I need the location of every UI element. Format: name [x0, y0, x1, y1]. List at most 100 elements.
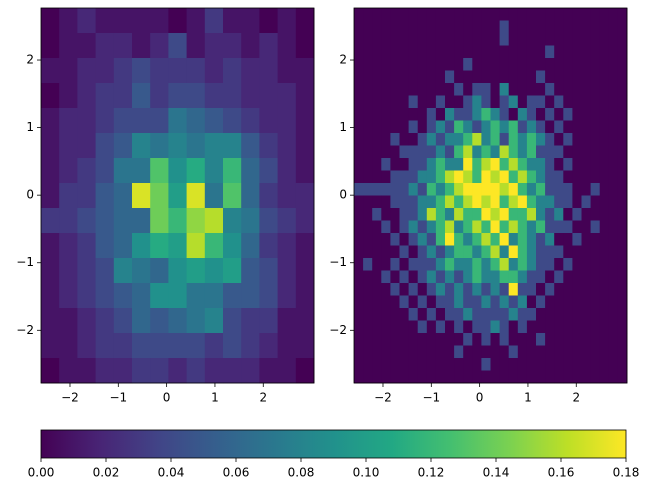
heatmap-cell — [617, 270, 628, 284]
heatmap-cell — [499, 195, 510, 209]
heatmap-cell — [526, 195, 537, 209]
heatmap-cell — [536, 83, 546, 96]
heatmap-cell — [508, 170, 519, 184]
heatmap-cell — [241, 183, 260, 209]
heatmap-cell — [463, 370, 473, 384]
heatmap-cell — [445, 145, 455, 159]
heatmap-cell — [408, 308, 419, 321]
heatmap-cell — [150, 108, 169, 134]
heatmap-cell — [426, 358, 437, 371]
heatmap-cell — [599, 358, 610, 371]
heatmap-cell — [426, 83, 437, 96]
heatmap-cell — [608, 70, 619, 84]
heatmap-cell — [481, 183, 491, 196]
heatmap-cell — [454, 358, 464, 371]
heatmap-cell — [508, 58, 519, 71]
heatmap-cell — [241, 233, 260, 259]
x-tick-label: 0 — [163, 391, 171, 405]
heatmap-cell — [563, 8, 573, 21]
heatmap-cell — [526, 20, 537, 34]
heatmap-cell — [354, 208, 364, 221]
heatmap-cell — [517, 8, 528, 21]
heatmap-cell — [41, 233, 60, 259]
heatmap-cell — [508, 370, 519, 384]
heatmap-cell — [608, 45, 619, 59]
heatmap-cell — [390, 8, 400, 21]
heatmap-cell — [77, 133, 96, 159]
heatmap-cell — [590, 133, 601, 146]
heatmap-cell — [554, 45, 564, 59]
heatmap-cell — [417, 8, 428, 21]
heatmap-cell — [354, 270, 364, 284]
heatmap-cell — [204, 158, 224, 184]
heatmap-cell — [295, 158, 315, 184]
heatmap-cell — [417, 95, 428, 109]
heatmap-cell — [590, 333, 601, 346]
heatmap-cell — [490, 183, 500, 196]
heatmap-cell — [150, 283, 169, 309]
heatmap-cell — [445, 245, 455, 259]
heatmap-cell — [77, 233, 96, 259]
heatmap-cell — [363, 58, 373, 71]
heatmap-cell — [426, 270, 437, 284]
heatmap-cell — [445, 108, 455, 121]
heatmap-cell — [572, 83, 582, 96]
heatmap-cell — [563, 33, 573, 46]
heatmap-cell — [77, 283, 96, 309]
heatmap-cell — [390, 220, 400, 234]
heatmap-cell — [526, 58, 537, 71]
heatmap-cell — [445, 158, 455, 171]
heatmap-cell — [241, 208, 260, 234]
heatmap-cell — [490, 308, 500, 321]
heatmap-cell — [517, 108, 528, 121]
heatmap-cell — [381, 258, 391, 271]
heatmap-cell — [490, 70, 500, 84]
heatmap-cell — [490, 20, 500, 34]
heatmap-cell — [399, 83, 409, 96]
heatmap-cell — [277, 83, 297, 109]
heatmap-cell — [95, 8, 115, 34]
heatmap-cell — [41, 108, 60, 134]
heatmap-cell — [408, 295, 419, 309]
heatmap-cell — [59, 358, 78, 384]
heatmap-cell — [590, 208, 601, 221]
heatmap-cell — [363, 370, 373, 384]
heatmap-cell — [572, 333, 582, 346]
heatmap-cell — [168, 33, 187, 59]
heatmap-cell — [581, 283, 591, 296]
heatmap-cell — [186, 258, 206, 284]
heatmap-cell — [508, 145, 519, 159]
heatmap-cell — [399, 145, 409, 159]
heatmap-cell — [295, 333, 315, 359]
heatmap-cell — [59, 308, 78, 334]
heatmap-cell — [381, 220, 391, 234]
heatmap-cell — [472, 220, 482, 234]
heatmap-cell — [472, 195, 482, 209]
heatmap-cell — [590, 320, 601, 334]
heatmap-cell — [95, 208, 115, 234]
heatmap-cell — [132, 233, 151, 259]
heatmap-cell — [526, 270, 537, 284]
heatmap-cell — [499, 295, 510, 309]
heatmap-cell — [150, 158, 169, 184]
heatmap-cell — [445, 195, 455, 209]
heatmap-cell — [363, 158, 373, 171]
heatmap-cell — [526, 45, 537, 59]
heatmap-cell — [363, 245, 373, 259]
heatmap-cell — [617, 70, 628, 84]
heatmap-cell — [472, 308, 482, 321]
heatmap — [354, 8, 628, 384]
heatmap-cell — [572, 33, 582, 46]
heatmap-cell — [435, 333, 446, 346]
heatmap-cell — [408, 258, 419, 271]
heatmap-cell — [426, 20, 437, 34]
heatmap-cell — [572, 45, 582, 59]
x-tick-label: 2 — [259, 391, 267, 405]
heatmap-cell — [381, 8, 391, 21]
heatmap-cell — [454, 320, 464, 334]
heatmap-cell — [545, 233, 555, 246]
heatmap-cell — [381, 120, 391, 134]
heatmap-cell — [241, 58, 260, 84]
heatmap-cell — [536, 70, 546, 84]
heatmap-cell — [399, 258, 409, 271]
